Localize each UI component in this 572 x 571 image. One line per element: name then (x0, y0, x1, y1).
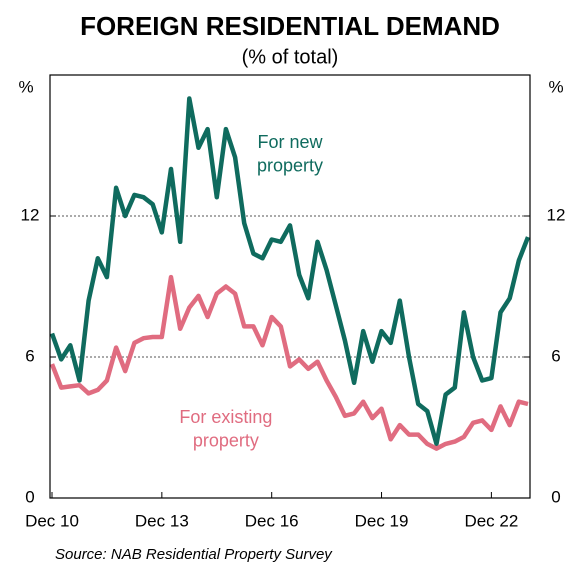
annotation: property (257, 155, 323, 175)
y2-tick-label: 12 (547, 205, 566, 224)
chart-subtitle: (% of total) (242, 46, 339, 68)
y2-tick-label: 0 (551, 487, 560, 506)
series-line (49, 96, 531, 447)
y-axis-label: % (18, 77, 33, 96)
y2-tick-label: 6 (551, 346, 560, 365)
x-tick-label: Dec 22 (464, 511, 518, 530)
plot-frame (49, 74, 531, 499)
y-tick-label: 6 (25, 346, 34, 365)
source: Source: NAB Residential Property Survey (55, 546, 333, 563)
x-tick-label: Dec 19 (355, 511, 409, 530)
x-tick-label: Dec 16 (245, 511, 299, 530)
annotation: property (193, 430, 259, 450)
x-tick-label: Dec 13 (135, 511, 189, 530)
series-line (49, 274, 529, 451)
annotation: For existing (179, 407, 272, 427)
chart-title: FOREIGN RESIDENTIAL DEMAND (80, 11, 500, 41)
y-tick-label: 12 (21, 205, 40, 224)
annotation: For new (257, 132, 323, 152)
y-tick-label: 0 (25, 487, 34, 506)
y2-axis-label: % (548, 77, 563, 96)
x-tick-label: Dec 10 (25, 511, 79, 530)
